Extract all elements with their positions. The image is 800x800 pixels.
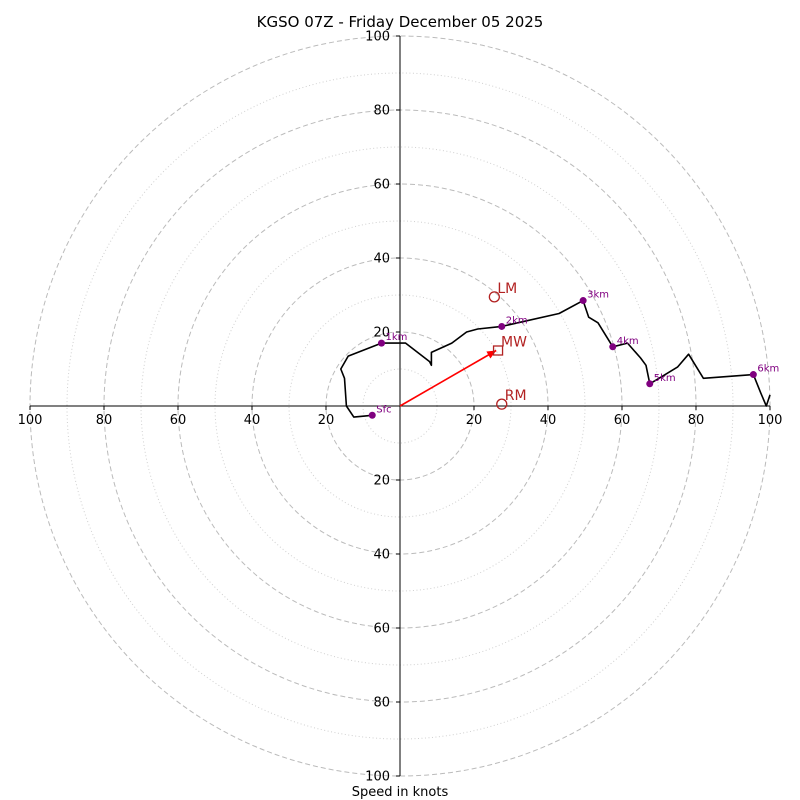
storm-motion-markers: LM MW RM — [488, 281, 527, 410]
height-label-4km: 4km — [617, 336, 639, 347]
height-marker-1km — [378, 339, 385, 347]
height-marker-5km — [646, 380, 654, 388]
y-tick-label: 100 — [365, 30, 390, 45]
x-tick-label: 20 — [318, 413, 335, 428]
x-tick-label: 60 — [614, 413, 631, 428]
x-tick-label: 80 — [688, 413, 705, 428]
y-tick-label: 80 — [373, 696, 390, 711]
y-tick-label: 100 — [365, 770, 390, 785]
storm-marker-lm — [488, 291, 501, 303]
y-tick-label: 60 — [373, 622, 390, 637]
chart-title: KGSO 07Z - Friday December 05 2025 — [257, 13, 544, 31]
height-marker-sfc — [368, 411, 376, 419]
height-label-sfc: Sfc — [376, 404, 391, 415]
x-axis-label: Speed in knots — [352, 785, 449, 800]
storm-marker-mw — [492, 345, 504, 356]
height-label-2km: 2km — [506, 315, 528, 326]
storm-label-rm: RM — [505, 388, 527, 404]
height-marker-6km — [749, 371, 757, 379]
shear-vector-group — [399, 349, 497, 407]
height-marker-2km — [498, 322, 506, 330]
height-markers: Sfc 1km 2km 3km 4km 5km 6km — [368, 290, 779, 419]
y-tick-label: 40 — [373, 252, 390, 267]
x-tick-label: 40 — [540, 413, 557, 428]
x-tick-label: 100 — [758, 413, 783, 428]
height-marker-4km — [609, 343, 617, 351]
y-tick-label: 80 — [373, 104, 390, 119]
hodograph-trace — [339, 299, 771, 418]
y-tick-label: 40 — [373, 548, 390, 563]
x-tick-label: 80 — [96, 413, 113, 428]
x-tick-label: 60 — [170, 413, 187, 428]
y-tick-label: 20 — [373, 326, 390, 341]
hodograph-trace-group — [339, 299, 771, 418]
height-label-3km: 3km — [587, 290, 609, 301]
height-label-5km: 5km — [654, 373, 676, 384]
height-label-1km: 1km — [386, 332, 408, 343]
shear-vector-line — [399, 349, 497, 407]
storm-label-lm: LM — [497, 281, 517, 297]
x-tick-label: 100 — [18, 413, 43, 428]
y-tick-label: 60 — [373, 178, 390, 193]
height-label-6km: 6km — [757, 364, 779, 375]
tick-labels: 100 80 60 40 20 20 40 60 80 100 100 80 60 40 20 20 40 60 8… — [18, 30, 783, 785]
x-tick-label: 20 — [466, 413, 483, 428]
height-marker-3km — [579, 297, 587, 305]
y-tick-label: 20 — [373, 474, 390, 489]
storm-marker-rm — [496, 398, 508, 410]
storm-label-mw: MW — [501, 335, 527, 351]
x-tick-label: 40 — [244, 413, 261, 428]
